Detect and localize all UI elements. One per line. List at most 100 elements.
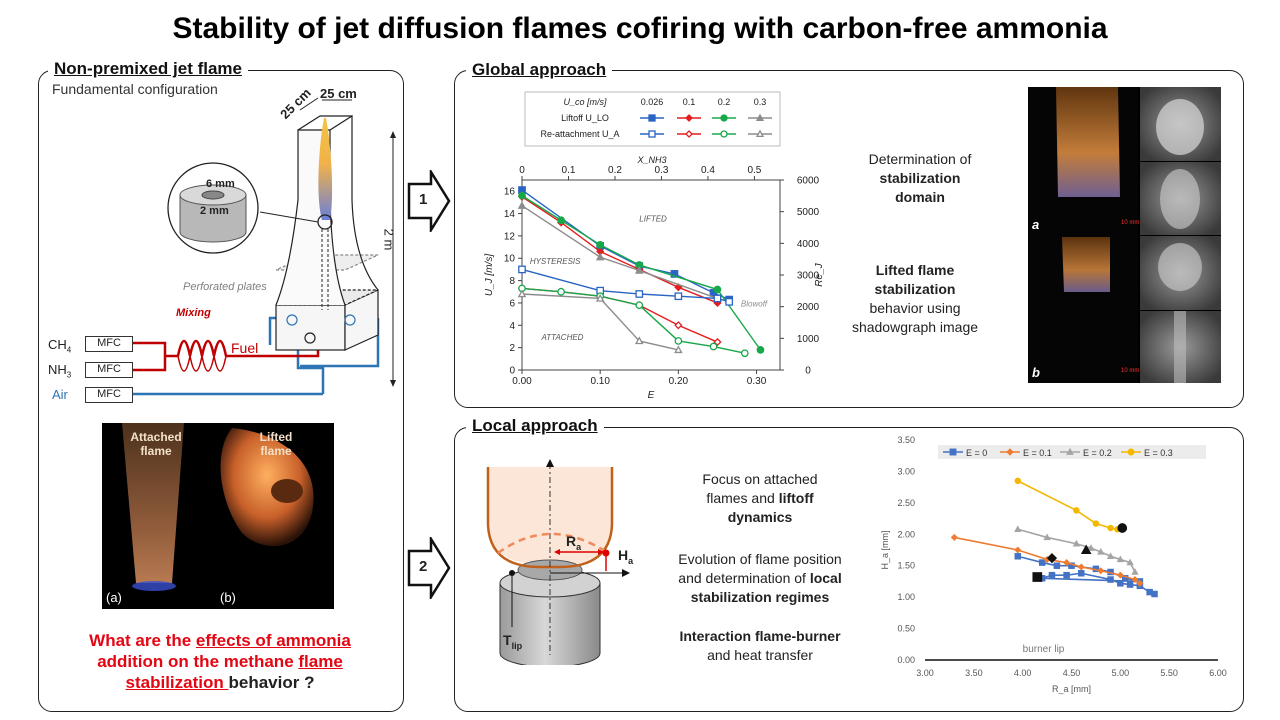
series-line-1 [521,196,718,304]
arrow-1-icon [407,170,451,232]
shadowgraph-photo-panel [1028,87,1221,383]
data-point [1053,562,1061,569]
data-point [674,321,683,330]
legend-marker [720,130,728,138]
y-tick-label: 0.50 [897,624,915,634]
data-point [1078,570,1085,577]
data-point [634,265,644,274]
data-point [725,297,734,306]
y-tick-label: 6 [509,298,515,309]
dim-height: 2 m [381,228,397,251]
legend-col: 0.3 [754,97,767,107]
burner-lip-annotation: burner lip [1023,644,1065,655]
x-tick-label: 5.50 [1160,668,1178,678]
x-tick-label: 0.10 [590,376,610,387]
data-point [713,337,722,347]
x2-tick-label: 0.5 [747,165,761,176]
flame-position-chart: 3.00 3.50 4.00 4.50 5.00 5.50 6.00 0.00 0.50 1.00… [880,435,1227,694]
data-point [1063,571,1070,579]
data-point [1063,559,1071,567]
y-tick-label: 3.00 [897,466,915,476]
initial-point-marker [1080,544,1092,555]
x-tick-label: 0.00 [512,376,532,387]
burner-schematic [128,97,396,396]
y-tick-label: 2.00 [897,529,915,539]
mfc-air-box: MFC [85,387,133,403]
shadow-photo-a-label: a [1032,217,1040,232]
data-point [1106,552,1115,560]
data-point [1043,533,1051,541]
page-title: Stability of jet diffusion flames cofiri… [172,12,1108,45]
y-tick-label: 1.00 [897,592,915,602]
ra-label: Ra [566,533,582,552]
data-point [1068,562,1075,569]
series-line-2 [521,195,762,351]
y-tick-label: 3.50 [897,435,915,445]
local-text-3: Interaction flame-burner and heat transfe… [679,628,841,663]
y2-tick-label: 4000 [797,239,820,250]
y-tick-label: 0 [509,366,515,377]
nozzle-zoom-icon [167,162,259,254]
arrow-2-icon [407,537,451,599]
legend-marker [755,113,765,122]
data-point [950,533,958,541]
legend-marker [685,114,693,122]
shadowgraph-images [1028,87,1221,383]
legend-label: E = 0.2 [1083,448,1112,458]
data-point [1072,539,1081,547]
region-attached: ATTACHED [541,333,584,342]
y-tick-label: 2 [509,343,515,354]
stability-chart: 0.00 0.10 0.20 0.30024681012141601000200030… [484,91,825,398]
mfc-ch4-box: MFC [85,336,133,352]
dim-outer-diameter: 6 mm [206,178,235,190]
legend-marker [755,129,765,138]
data-point [1136,579,1144,587]
y-tick-label: 2.50 [897,498,915,508]
left-panel-subtitle: Fundamental configuration [52,81,218,97]
research-question: What are the effects of ammonia addition… [89,631,351,692]
data-point [517,289,527,298]
legend-marker [648,114,656,122]
initial-point-marker [1117,523,1128,533]
dim-inner-diameter: 2 mm [200,205,229,217]
y2-axis-label: Re_J [814,262,825,286]
x-tick-label: 3.50 [965,668,983,678]
y2-tick-label: 6000 [797,176,820,187]
x-tick-label: 0.30 [747,376,767,387]
data-point [1116,555,1125,563]
ha-label: Ha [618,547,634,566]
data-point [1107,576,1114,583]
global-text-2: Lifted flame stabilization behavior using s… [851,262,979,335]
data-point [1107,524,1114,532]
initial-point-marker [1046,553,1058,564]
data-point [709,342,718,351]
data-point [674,292,683,301]
data-point [517,201,527,209]
burner-lip-diagram [486,459,630,665]
x-axis-label: E [648,390,655,398]
y-axis-label: U_J [m/s] [484,254,495,296]
data-point [674,345,683,354]
scale-bar-b: 10 mm [1121,368,1140,374]
data-point [635,301,644,310]
data-point [595,293,605,302]
data-point [518,191,526,200]
data-point [1121,575,1129,582]
legend-marker [949,448,957,456]
legend-header: U_co [m/s] [563,97,607,107]
data-point [674,337,683,345]
series-line-3 [1017,480,1118,531]
legend-row-liftoff: Liftoff U_LO [561,113,609,123]
x-axis-label: R_a [mm] [1052,684,1091,694]
arrow-1-label: 1 [419,191,428,208]
photo-a-label: (a) [106,590,122,605]
x-tick-label: 6.00 [1209,668,1227,678]
y-tick-label: 0.00 [897,655,915,665]
y-tick-label: 12 [504,231,516,242]
data-point [1151,590,1158,598]
region-hysteresis: HYSTERESIS [530,257,581,266]
ch4-label: CH4 [48,337,72,355]
data-point [1126,558,1134,566]
x2-tick-label: 0.3 [655,165,669,176]
mixing-label: Mixing [176,307,211,319]
